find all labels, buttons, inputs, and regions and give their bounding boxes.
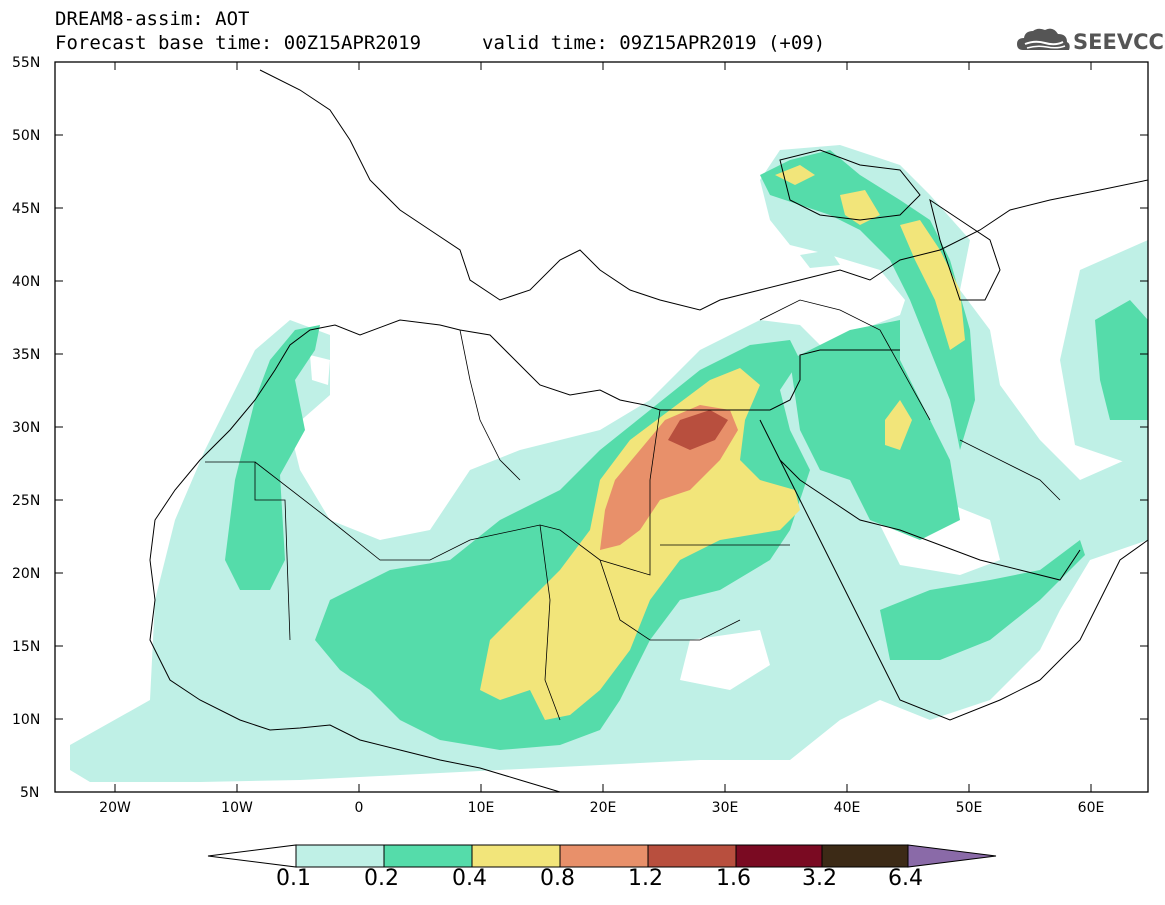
lon-label: 0 [355, 800, 364, 816]
colorbar-label: 6.4 [888, 866, 923, 891]
lat-label: 30N [12, 420, 40, 436]
lon-label: 10W [221, 800, 253, 816]
colorbar-label: 0.4 [452, 866, 487, 891]
colorbar-label: 0.1 [276, 866, 311, 891]
colorbar-swatch [383, 844, 473, 868]
valid-time: valid time: 09Z15APR2019 (+09) [482, 32, 826, 54]
lat-label: 20N [12, 566, 40, 582]
coastlines [149, 69, 1148, 792]
lon-label: 50E [956, 800, 983, 816]
colorbar-swatch [647, 844, 737, 868]
colorbar-low-arrow [207, 844, 297, 868]
colorbar-label: 0.2 [364, 866, 399, 891]
lat-label: 45N [12, 201, 40, 217]
colorbar-label: 3.2 [802, 866, 837, 891]
lat-ticks [55, 61, 1148, 720]
colorbar-swatch [821, 844, 909, 868]
seevccc-logo: SEEVCCC [1015, 24, 1165, 58]
lon-label: 60E [1078, 800, 1105, 816]
colorbar-swatch [471, 844, 561, 868]
aot-level-5 [668, 410, 728, 450]
colorbar-high-arrow [907, 844, 997, 868]
lat-label: 50N [12, 128, 40, 144]
lon-label: 20E [590, 800, 617, 816]
logo-text: SEEVCCC [1073, 30, 1165, 54]
lat-label: 15N [12, 639, 40, 655]
colorbar-label: 1.2 [628, 866, 663, 891]
lon-ticks [114, 62, 1092, 792]
lon-label: 20W [99, 800, 131, 816]
lat-label: 25N [12, 493, 40, 509]
lat-label: 5N [20, 785, 39, 801]
colorbar-swatch [295, 844, 385, 868]
lat-label: 40N [12, 274, 40, 290]
colorbar-swatch [559, 844, 649, 868]
aot-field [70, 145, 1148, 782]
colorbar [207, 844, 997, 868]
colorbar-swatch [735, 844, 823, 868]
map-title: DREAM8-assim: AOT [55, 8, 250, 30]
lon-label: 30E [712, 800, 739, 816]
lon-label: 40E [834, 800, 861, 816]
lat-label: 35N [12, 347, 40, 363]
cloud-icon [1017, 28, 1070, 50]
lat-label: 55N [12, 55, 40, 71]
colorbar-label: 0.8 [540, 866, 575, 891]
lat-label: 10N [12, 712, 40, 728]
forecast-base-time: Forecast base time: 00Z15APR2019 [55, 32, 422, 54]
lon-label: 10E [468, 800, 495, 816]
country-borders [205, 299, 1061, 721]
colorbar-label: 1.6 [716, 866, 751, 891]
